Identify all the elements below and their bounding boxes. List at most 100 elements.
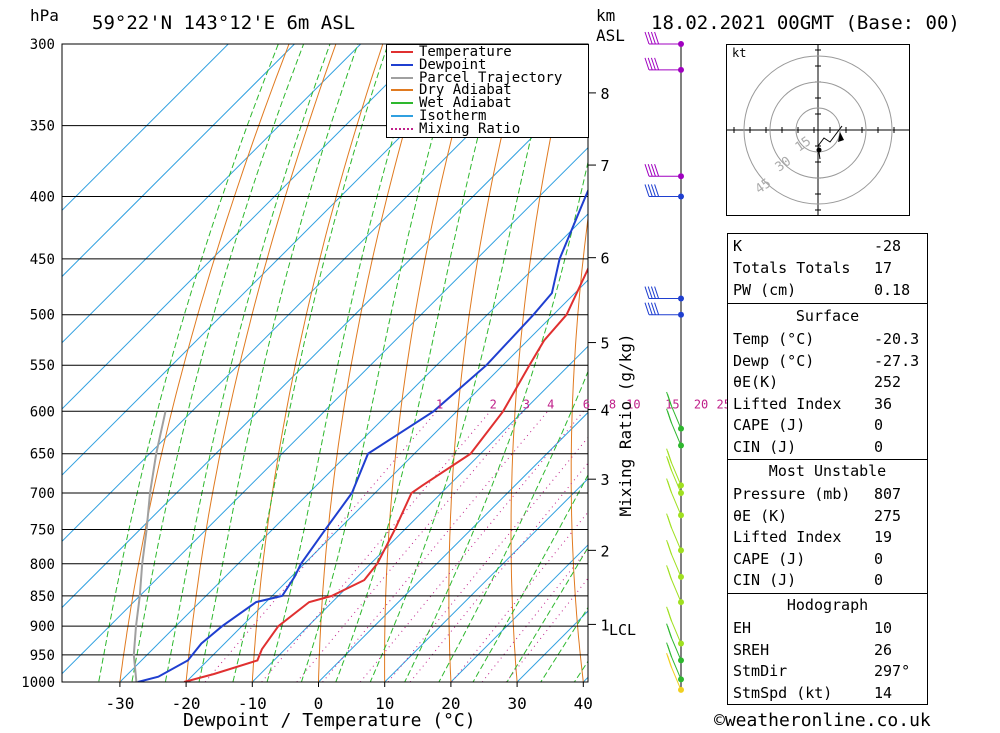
wet-adiabat-line [198,44,359,682]
surface-row: CAPE (J) 0 [728,414,927,436]
mixing-ratio-label: 8 [609,397,616,411]
pressure-tick-label: 1000 [21,675,55,691]
wind-barb-flag [654,184,660,197]
legend-item: Parcel Trajectory [391,71,562,85]
legend-item: Isotherm [391,109,486,123]
table-key: CAPE (J) [733,416,806,434]
wind-barb-flag [667,567,673,581]
index-row: Totals Totals 17 [728,257,927,279]
table-key: θE (K) [733,506,788,525]
wind-barb-flag [667,480,673,494]
hodograph-ring-label: 45 [753,176,774,197]
dry-adiabat-line [993,0,1000,708]
table-key: CAPE (J) [733,549,806,568]
table-value: 0 [874,416,884,434]
mixing-ratio-label: 4 [547,397,554,411]
credit-link[interactable]: ©weatheronline.co.uk [714,710,931,731]
table-value: 19 [874,528,893,546]
hodograph-row: StmSpd (kt) 14 [728,682,927,704]
wind-barb-flag [667,515,673,529]
wind-barb [670,403,682,429]
table-value: 10 [874,619,893,637]
legend-item: Mixing Ratio [391,120,521,137]
wind-barb [670,635,682,661]
legend-swatch [391,127,413,130]
temp-tick-label: -30 [105,694,134,713]
legend-item: Wet Adiabat [391,96,512,110]
table-key: Lifted Index [733,394,842,413]
surface-row: θE(K) 252 [728,371,927,393]
hodograph-ring-label: 15 [793,134,814,155]
pressure-tick-label: 350 [30,119,55,135]
table-key: CIN (J) [733,437,797,456]
legend-label: Mixing Ratio [419,120,521,137]
km-tick-label: 5 [600,335,609,353]
wet-adiabat-line [540,606,588,682]
wind-barb [670,664,682,691]
hodograph-ring-label: 30 [773,154,794,175]
wind-barb [670,525,682,551]
index-row: PW (cm) 0.18 [728,279,927,301]
hodograph-unit-label: kt [732,46,746,60]
mixing-ratio-line [451,511,588,682]
temperature-line [183,266,588,682]
height-unit-km: km [596,6,616,25]
mixing-ratio-axis-title: Mixing Ratio (g/kg) [616,333,635,516]
wind-barb-flag [654,57,660,71]
dry-adiabat-line [629,0,684,708]
most-unstable-row: CAPE (J) 0 [728,548,927,570]
pressure-tick-label: 700 [30,486,55,502]
legend-item: Temperature [391,44,512,60]
hodograph-table-title: Hodograph [786,596,869,614]
table-key: Pressure (mb) [733,485,851,503]
x-axis-title: Dewpoint / Temperature (°C) [183,710,476,731]
surface-title: Surface [795,307,860,325]
wet-adiabat-line [472,473,588,682]
mixing-ratio-line [505,577,588,682]
surface-row: Temp (°C) -20.3 [728,328,927,350]
sounding-datetime: 18.02.2021 00GMT (Base: 00) [651,12,960,34]
most-unstable-row: θE (K) 275 [728,505,927,527]
table-value: 17 [874,259,893,277]
table-value: 297° [874,662,911,680]
legend-swatch [391,51,413,53]
hodograph-ring [769,81,867,179]
wind-barb-flag [647,286,653,299]
wind-barb-flag [667,609,673,622]
table-key: CIN (J) [733,571,797,589]
most-unstable-table: Most Unstable Pressure (mb) 807 θE (K) 275 Li… [727,459,928,594]
wind-barb-flag [644,286,650,299]
wind-barb-flag [654,31,660,45]
wind-barb-flag [667,625,673,639]
height-unit-asl: ASL [596,26,625,45]
temp-tick-label: -10 [238,694,267,713]
pressure-tick-label: 300 [30,37,55,53]
isotherm-line [383,477,588,682]
mixing-ratio-label: 6 [583,397,590,411]
temp-tick-label: 10 [375,694,394,713]
wet-adiabat-line [98,44,279,682]
pressure-tick-label: 900 [30,619,55,635]
wind-barb-flag [667,458,673,471]
table-value: -28 [874,237,902,255]
legend-swatch [391,89,413,92]
table-key: EH [733,619,752,637]
most-unstable-row: Pressure (mb) 807 [728,483,927,505]
wind-barb [670,654,682,680]
pressure-tick-label: 500 [30,308,55,324]
wind-barb-flag [647,164,653,177]
wind-barb-flag [647,31,653,45]
pressure-tick-label: 850 [30,589,55,605]
wind-barb-flag [667,655,673,668]
parcel-trajectory-line [132,411,167,682]
wind-barb [670,618,682,644]
wind-barb-flag [667,450,673,464]
legend-label: Temperature [419,44,512,60]
dry-adiabat-line [686,0,729,708]
temp-tick-label: 40 [574,694,593,713]
wind-barb-flag [667,411,673,424]
km-tick-label: 3 [600,471,609,489]
legend-swatch [391,76,413,79]
mixing-ratio-label: 15 [665,397,679,411]
km-tick-label: 6 [600,250,609,268]
